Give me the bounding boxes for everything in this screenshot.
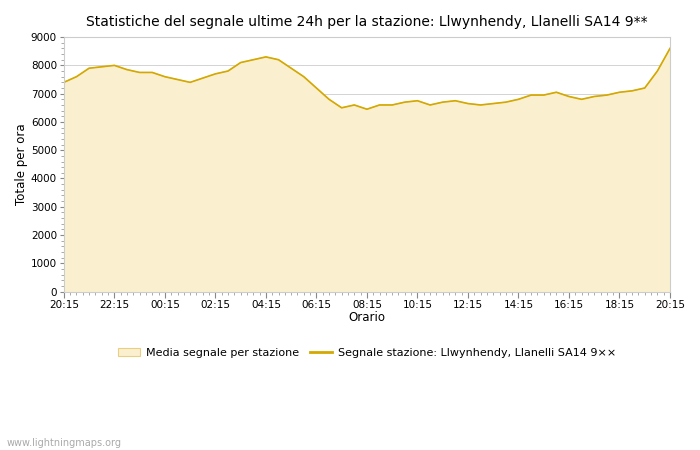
Title: Statistiche del segnale ultime 24h per la stazione: Llwynhendy, Llanelli SA14 9*: Statistiche del segnale ultime 24h per l… (86, 15, 648, 29)
Legend: Media segnale per stazione, Segnale stazione: Llwynhendy, Llanelli SA14 9××: Media segnale per stazione, Segnale staz… (113, 343, 620, 362)
Y-axis label: Totale per ora: Totale per ora (15, 124, 28, 205)
X-axis label: Orario: Orario (349, 311, 386, 324)
Text: www.lightningmaps.org: www.lightningmaps.org (7, 438, 122, 448)
